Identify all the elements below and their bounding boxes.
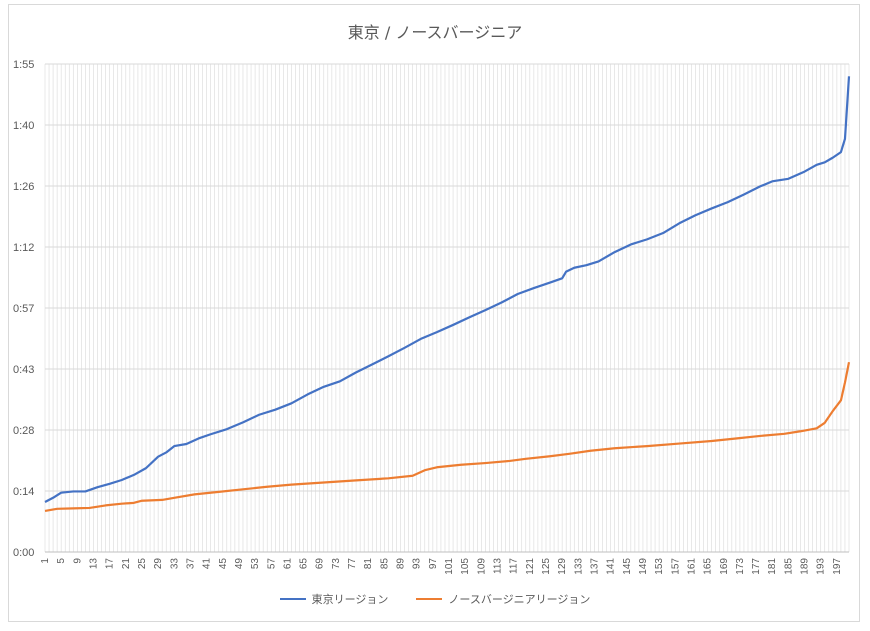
x-tick-label: 109	[476, 558, 487, 575]
x-tick-label: 97	[428, 558, 439, 570]
x-tick-label: 81	[363, 558, 374, 570]
x-tick-label: 93	[412, 558, 423, 570]
legend-item: ノースバージニアリージョン	[416, 591, 590, 607]
x-tick-label: 57	[266, 558, 277, 570]
x-tick-label: 105	[460, 558, 471, 575]
legend-swatch	[416, 598, 443, 600]
x-tick-label: 5	[56, 558, 67, 564]
x-tick-label: 133	[573, 558, 584, 575]
legend-label: ノースバージニアリージョン	[448, 593, 591, 606]
x-tick-label: 141	[606, 558, 617, 575]
x-tick-label: 41	[202, 558, 213, 570]
x-tick-label: 69	[315, 558, 326, 570]
x-tick-label: 77	[347, 558, 358, 570]
x-tick-label: 149	[638, 558, 649, 575]
y-tick-label: 0:43	[13, 364, 34, 376]
x-tick-label: 1	[40, 558, 51, 564]
chart-frame: 東京 / ノースバージニア 0:00 0:14 0:28 0:43 0:57 1:12 1:…	[8, 4, 860, 622]
x-tick-label: 129	[557, 558, 568, 575]
y-tick-label: 0:57	[13, 303, 34, 315]
chart-title: 東京 / ノースバージニア	[347, 23, 523, 42]
x-tick-label: 185	[783, 558, 794, 575]
grid-layer	[44, 63, 850, 553]
x-tick-label: 37	[185, 558, 196, 570]
x-tick-label: 61	[282, 558, 293, 570]
x-tick-label: 21	[121, 558, 132, 570]
x-tick-label: 101	[444, 558, 455, 575]
x-tick-label: 161	[686, 558, 697, 575]
x-tick-label: 89	[396, 558, 407, 570]
x-tick-label: 169	[719, 558, 730, 575]
legend: 東京リージョン ノースバージニアリージョン	[9, 591, 861, 607]
x-tick-label: 173	[735, 558, 746, 575]
x-tick-label: 17	[105, 558, 116, 570]
legend-item: 東京リージョン	[279, 591, 389, 607]
x-tick-label: 9	[72, 558, 83, 564]
y-tick-label: 1:40	[13, 120, 34, 132]
y-tick-label: 1:26	[13, 181, 34, 193]
x-tick-label: 29	[153, 558, 164, 570]
x-tick-label: 53	[250, 558, 261, 570]
series-line-north-virginia	[44, 362, 851, 512]
x-tick-label: 125	[541, 558, 552, 575]
x-tick-label: 33	[169, 558, 180, 570]
x-tick-label: 189	[800, 558, 811, 575]
series-layer	[44, 76, 851, 512]
x-tick-label: 121	[525, 558, 536, 575]
y-tick-label: 0:00	[13, 547, 34, 559]
x-tick-label: 157	[670, 558, 681, 575]
y-tick-label: 0:14	[13, 486, 34, 498]
x-tick-label: 145	[622, 558, 633, 575]
x-tick-label: 45	[218, 558, 229, 570]
legend-label: 東京リージョン	[311, 593, 389, 606]
legend-swatch	[279, 598, 306, 600]
x-tick-label: 73	[331, 558, 342, 570]
x-tick-label: 197	[832, 558, 843, 575]
x-tick-label: 85	[379, 558, 390, 570]
x-tick-label: 165	[703, 558, 714, 575]
x-tick-label: 181	[767, 558, 778, 575]
x-tick-label: 13	[88, 558, 99, 570]
x-tick-label: 49	[234, 558, 245, 570]
x-tick-label: 113	[493, 558, 504, 574]
x-tick-label: 137	[589, 558, 600, 575]
y-tick-label: 0:28	[13, 425, 34, 437]
y-tick-label: 1:55	[13, 59, 34, 71]
y-axis-ticks: 0:00 0:14 0:28 0:43 0:57 1:12 1:26 1:40 1:55	[13, 59, 34, 559]
x-tick-label: 117	[509, 558, 520, 574]
series-line-tokyo	[44, 76, 851, 503]
y-tick-label: 1:12	[13, 242, 34, 254]
x-tick-label: 193	[816, 558, 827, 575]
x-tick-label: 177	[751, 558, 762, 575]
x-tick-label: 65	[299, 558, 310, 570]
x-tick-label: 153	[654, 558, 665, 575]
x-tick-label: 25	[137, 558, 148, 570]
x-axis-ticks: 1 5 9 13 17 21 25 29 33 37 41 45 49 53 57 61 65 69 73 77 81 8…	[40, 558, 843, 575]
